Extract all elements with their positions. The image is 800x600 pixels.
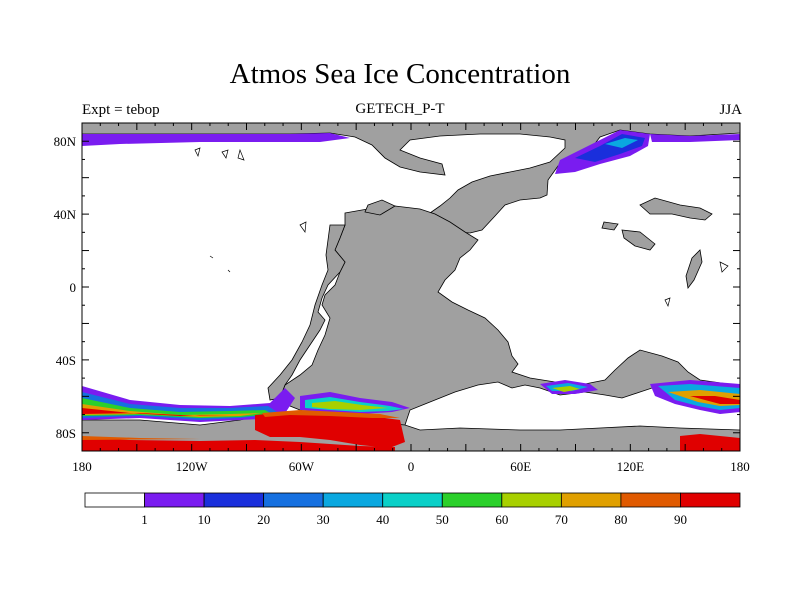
lon-label: 180 — [730, 459, 750, 474]
colorbar-swatch — [144, 492, 205, 508]
colorbar-label: 60 — [495, 512, 508, 527]
lon-label: 180 — [72, 459, 92, 474]
sea-ice-south-west — [82, 386, 295, 422]
colorbar-label: 1 — [141, 512, 148, 527]
map-area — [82, 123, 740, 451]
sea-ice-south-far-east — [650, 380, 740, 414]
lon-label: 60E — [510, 459, 531, 474]
land-east-asia-2 — [621, 229, 656, 251]
sea-ice-arctic — [82, 130, 740, 174]
land-island-1 — [601, 221, 619, 231]
colorbar-swatch — [560, 492, 622, 508]
colorbar: 1 10 20 30 40 50 60 70 80 90 — [84, 492, 741, 527]
sea-ice-south-bottom — [82, 434, 740, 451]
colorbar-swatch — [501, 492, 562, 508]
season-label: JJA — [719, 102, 742, 118]
lon-label: 60W — [289, 459, 315, 474]
lon-label: 0 — [408, 459, 415, 474]
colorbar-label: 20 — [257, 512, 270, 527]
axis-ticks: 80N 40N 0 40S 80S 180 120W 60W 0 60E 120E 180 — [54, 122, 750, 474]
sea-ice-south-central — [255, 392, 410, 447]
lat-label: 40N — [54, 207, 77, 222]
colorbar-label: 30 — [317, 512, 330, 527]
colorbar-label: 70 — [555, 512, 568, 527]
land-island-2 — [364, 199, 396, 216]
land-western-margin — [267, 224, 346, 401]
lat-label: 80S — [56, 426, 76, 441]
colorbar-swatch — [441, 492, 503, 508]
lon-label: 120E — [617, 459, 645, 474]
colorbar-swatch — [84, 492, 145, 508]
colorbar-swatch — [322, 492, 384, 508]
lat-label: 40S — [56, 353, 76, 368]
land-east-asia — [639, 197, 713, 221]
colorbar-swatch — [620, 492, 681, 508]
dataset-label: GETECH_P-T — [355, 101, 445, 117]
land-east-asia-3 — [685, 249, 703, 289]
colorbar-label: 40 — [376, 512, 389, 527]
sea-ice-south-east — [540, 380, 598, 394]
colorbar-swatch — [382, 492, 443, 508]
experiment-label: Expt = tebop — [82, 102, 160, 118]
colorbar-swatch — [680, 492, 741, 508]
colorbar-label: 50 — [436, 512, 449, 527]
lat-label: 0 — [70, 280, 77, 295]
colorbar-label: 10 — [198, 512, 211, 527]
small-islands — [194, 147, 729, 308]
map-title: Atmos Sea Ice Concentration — [229, 58, 571, 90]
colorbar-label: 80 — [614, 512, 627, 527]
colorbar-swatch — [263, 492, 324, 508]
colorbar-swatch — [203, 492, 265, 508]
lat-label: 80N — [54, 134, 77, 149]
lon-label: 120W — [176, 459, 209, 474]
colorbar-label: 90 — [674, 512, 687, 527]
